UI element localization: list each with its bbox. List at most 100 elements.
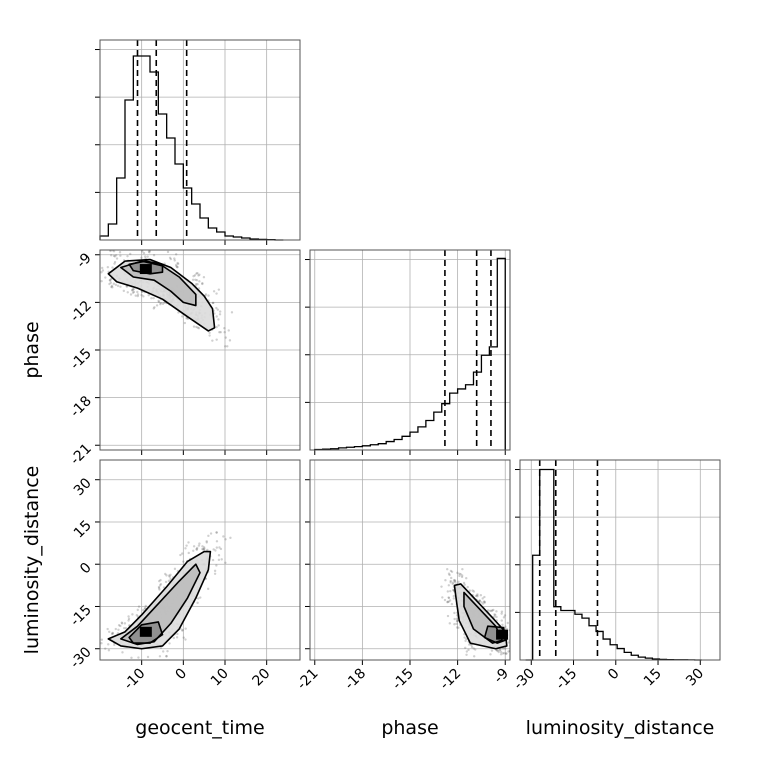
pair-geocent_time|luminosity_distance-frame (99, 459, 301, 661)
scatter-sample (127, 617, 131, 621)
scatter-sample (109, 661, 111, 663)
scatter-sample (495, 615, 498, 619)
scatter-sample (191, 278, 195, 281)
scatter-sample (201, 548, 205, 551)
scatter-sample (507, 650, 510, 653)
scatter-sample (131, 613, 134, 616)
scatter-sample (215, 325, 218, 329)
scatter-sample (143, 607, 147, 610)
pair-phase|luminosity_distance-xtick-label: -18 (342, 666, 369, 693)
scatter-sample (136, 294, 139, 298)
scatter-sample (440, 585, 443, 588)
pair-plot-area (100, 531, 232, 663)
scatter-sample (112, 254, 116, 258)
contour-level-1 (107, 258, 216, 332)
scatter-sample (220, 558, 223, 561)
scatter-sample (505, 652, 508, 655)
scatter-sample (450, 602, 454, 606)
scatter-sample (195, 279, 199, 282)
scatter-sample (503, 614, 507, 617)
scatter-sample (113, 260, 117, 264)
scatter-sample (216, 308, 219, 311)
pair-phase|luminosity_distance-frame (309, 459, 511, 661)
scatter-sample (475, 594, 479, 597)
scatter-sample (495, 662, 497, 664)
scatter-sample (447, 596, 450, 599)
scatter-sample (108, 282, 111, 286)
scatter-sample (515, 642, 517, 644)
scatter-sample (493, 615, 496, 618)
scatter-sample (465, 650, 469, 653)
scatter-sample (522, 652, 524, 654)
scatter-sample (498, 648, 501, 652)
scatter-sample (100, 642, 103, 645)
scatter-sample (131, 288, 134, 292)
scatter-sample (447, 596, 451, 600)
contour-level-2 (120, 260, 197, 307)
scatter-sample (230, 311, 234, 314)
scatter-sample (472, 655, 476, 658)
scatter-sample (471, 589, 474, 592)
density-fill-level-2 (120, 564, 200, 645)
scatter-sample (101, 266, 104, 270)
scatter-sample (130, 656, 133, 660)
scatter-sample (152, 253, 156, 257)
scatter-sample (478, 599, 482, 602)
scatter-sample (512, 640, 514, 642)
scatter-sample (152, 307, 155, 310)
scatter-sample (515, 650, 517, 652)
scatter-sample (122, 626, 126, 630)
scatter-sample (168, 642, 171, 645)
scatter-sample (117, 628, 120, 631)
scatter-sample (162, 650, 165, 653)
scatter-sample (109, 250, 112, 253)
scatter-sample (499, 653, 503, 656)
scatter-sample (198, 273, 201, 276)
scatter-sample (491, 609, 494, 612)
scatter-sample (503, 647, 507, 650)
scatter-sample (143, 255, 147, 258)
scatter-sample (181, 629, 184, 632)
scatter-sample (201, 547, 204, 551)
scatter-sample (152, 296, 155, 300)
scatter-sample (223, 326, 226, 330)
scatter-sample (146, 255, 149, 258)
scatter-sample (127, 615, 130, 618)
scatter-sample (144, 604, 147, 608)
scatter-sample (158, 588, 161, 591)
scatter-sample (110, 284, 114, 287)
scatter-sample (159, 301, 162, 305)
contour-level-3 (128, 260, 164, 275)
scatter-sample (114, 627, 117, 631)
pair-geocent_time|luminosity_distance-xtick-label: 20 (250, 666, 274, 690)
scatter-sample (195, 547, 198, 551)
scatter-sample (195, 546, 199, 550)
scatter-sample (168, 256, 172, 260)
scatter-sample (458, 572, 461, 576)
scatter-sample (515, 638, 517, 640)
pair-phase|luminosity_distance-xtick-label: -9 (491, 666, 512, 687)
scatter-sample (496, 649, 499, 652)
scatter-sample (169, 573, 172, 577)
scatter-sample (227, 329, 230, 332)
hist-luminosity_distance-frame (519, 459, 721, 661)
scatter-sample (159, 303, 162, 306)
scatter-sample (444, 578, 447, 582)
scatter-sample (148, 251, 151, 254)
scatter-sample (504, 625, 507, 628)
scatter-sample (219, 547, 223, 551)
scatter-sample (114, 254, 118, 257)
scatter-sample (192, 549, 195, 552)
scatter-sample (104, 647, 107, 650)
scatter-sample (455, 617, 459, 621)
scatter-sample (472, 590, 476, 593)
scatter-sample (148, 250, 152, 253)
scatter-sample (207, 294, 210, 297)
scatter-sample (112, 250, 116, 253)
hist-luminosity_distance-xtick-label: 30 (683, 666, 707, 690)
pair-plot-area (440, 567, 524, 664)
scatter-sample (195, 325, 198, 329)
scatter-sample (106, 265, 110, 269)
scatter-sample (208, 334, 211, 337)
scatter-sample (204, 293, 208, 296)
